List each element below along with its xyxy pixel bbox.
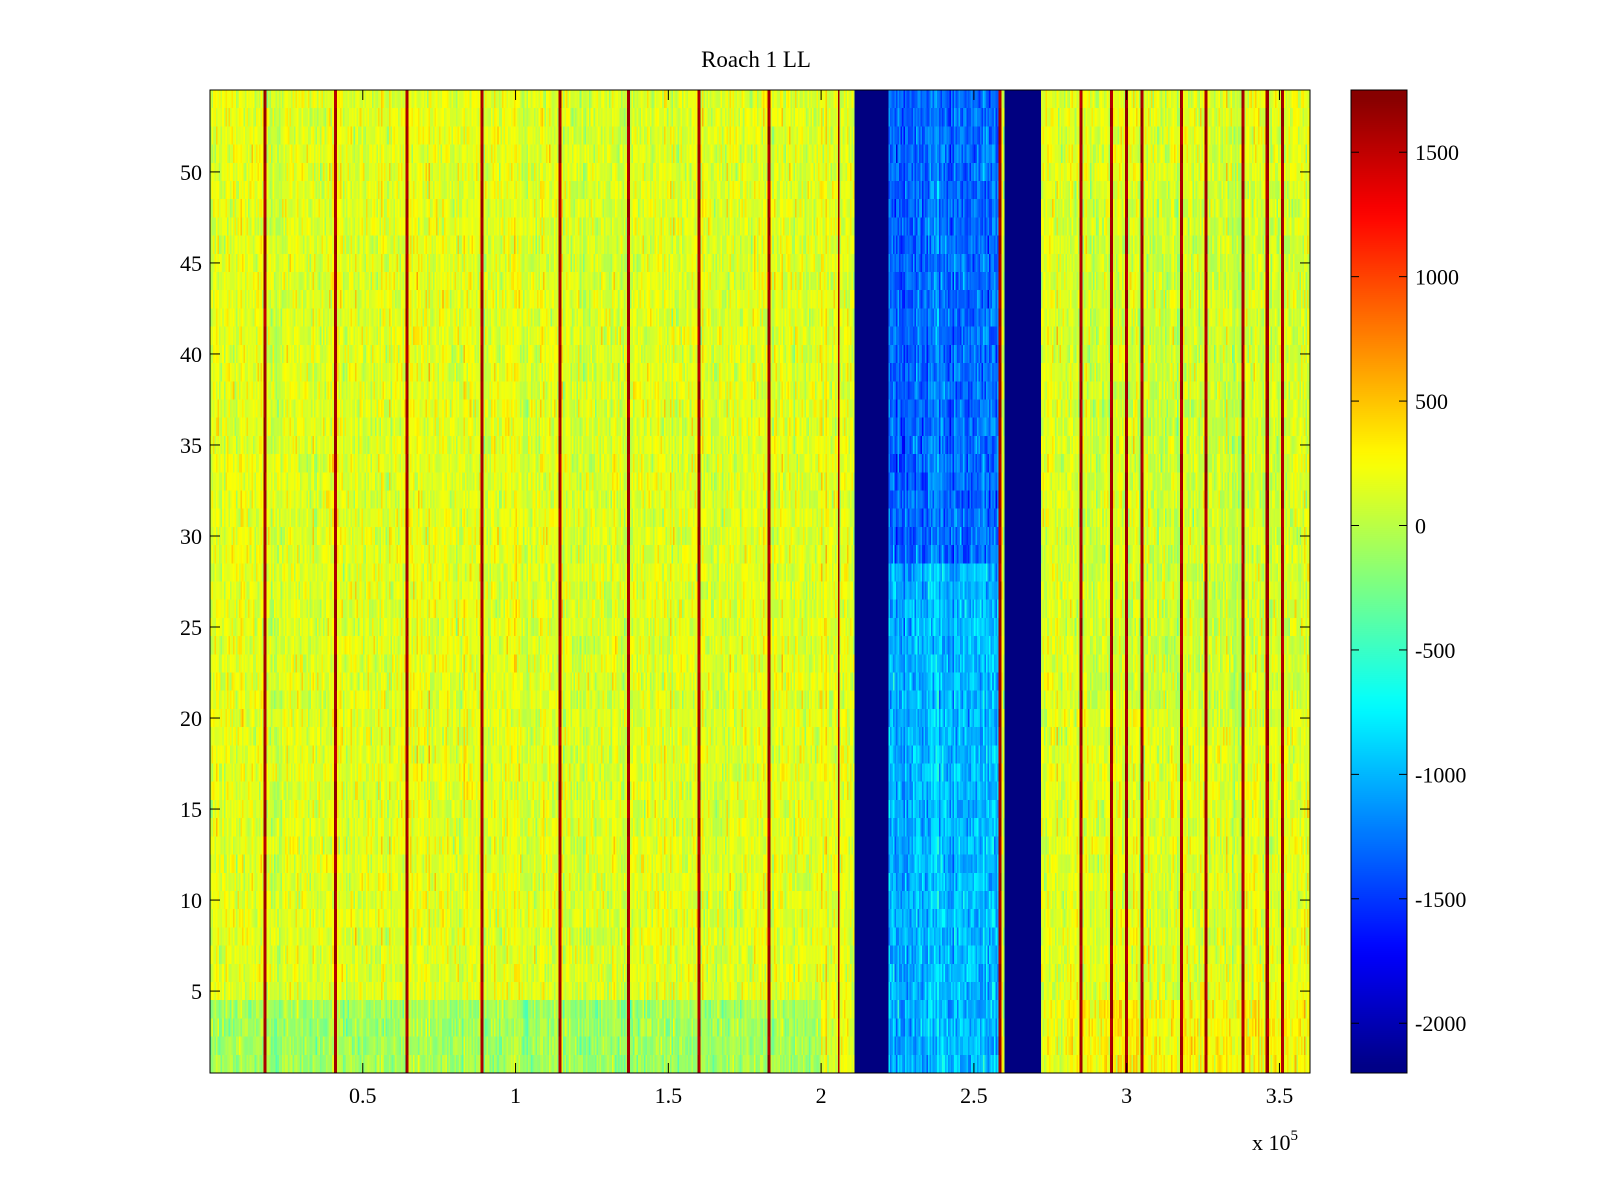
- y-tick-label: 5: [191, 979, 202, 1004]
- y-tick-label: 45: [180, 251, 202, 276]
- colorbar-gradient: [1351, 90, 1407, 1073]
- x-tick-label: 1: [510, 1083, 521, 1108]
- colorbar-tick-label: 500: [1415, 389, 1448, 414]
- colorbar-tick-label: -1000: [1415, 762, 1466, 787]
- colorbar-frame: [1350, 89, 1408, 1074]
- x-tick-label: 3: [1121, 1083, 1132, 1108]
- x-multiplier-base: x 10: [1252, 1130, 1291, 1155]
- y-axis: 5 10 15 20 25 30 35 40 45 50: [180, 160, 1310, 1004]
- y-tick-label: 25: [180, 615, 202, 640]
- x-tick-label: 2.5: [960, 1083, 988, 1108]
- y-tick-label: 50: [180, 160, 202, 185]
- colorbar-axis: 1500 1000 500 0 -500 -1000 -1500 -2000: [1351, 140, 1466, 1036]
- x-tick-label: 1.5: [655, 1083, 683, 1108]
- colorbar-tick-label: 1000: [1415, 265, 1459, 290]
- colorbar-tick-label: -2000: [1415, 1011, 1466, 1036]
- x-axis: 0.5 1 1.5 2 2.5 3 3.5: [349, 90, 1293, 1108]
- x-tick-label: 3.5: [1266, 1083, 1294, 1108]
- plot-frame: [209, 89, 1311, 1074]
- x-tick-label: 2: [816, 1083, 827, 1108]
- y-tick-label: 30: [180, 524, 202, 549]
- x-multiplier-label: x 105: [1252, 1128, 1298, 1155]
- y-tick-label: 40: [180, 342, 202, 367]
- colorbar-tick-label: 1500: [1415, 140, 1459, 165]
- x-multiplier-exponent: 5: [1291, 1128, 1299, 1144]
- colorbar-tick-label: -500: [1415, 638, 1455, 663]
- y-tick-label: 15: [180, 797, 202, 822]
- y-tick-label: 20: [180, 706, 202, 731]
- chart-title: Roach 1 LL: [701, 47, 811, 72]
- colorbar-tick-label: 0: [1415, 514, 1426, 539]
- y-tick-label: 35: [180, 433, 202, 458]
- heatmap-image: [210, 90, 1310, 1073]
- y-tick-label: 10: [180, 888, 202, 913]
- x-tick-label: 0.5: [349, 1083, 377, 1108]
- colorbar-tick-label: -1500: [1415, 887, 1466, 912]
